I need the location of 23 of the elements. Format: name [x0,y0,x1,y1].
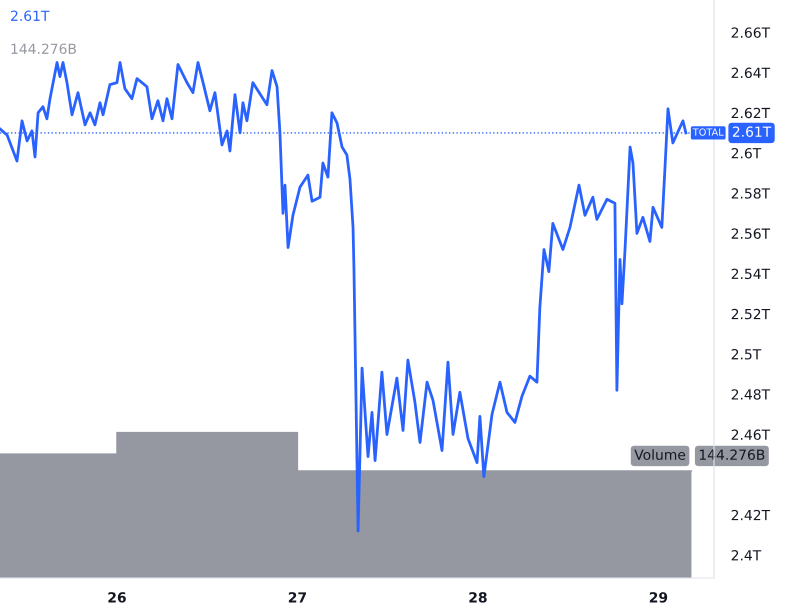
text: 2.61T [732,126,772,137]
line-series [0,61,688,532]
annotation: 144.276B [12,44,76,54]
y-tick-label: 2.54T [732,268,770,280]
y-tick-label: 2.52T [732,308,770,320]
series-label: Volume [634,449,686,460]
y-tick-label: 2.6T [732,148,762,158]
annotation: 2.61T [11,10,50,22]
y-tick-label: 2.4T [732,550,762,560]
x-tick-label: 29 [650,592,668,603]
y-tick-label: 2.66T [732,27,770,38]
y-tick-label: 2.46T [732,429,770,440]
y-tick-label: 2.64T [732,68,770,78]
y-tick-label: 2.58T [732,188,770,199]
x-tick-label: 26 [108,592,126,603]
y-tick-label: 2.42T [732,510,770,520]
y-tick-label: 2.5T [732,349,762,360]
x-tick-label: 28 [469,592,487,603]
y-tick-label: 2.56T [732,228,770,239]
y-tick-label: 2.48T [732,389,770,400]
y-tick-label: 2.62T [732,108,770,118]
ref-line-label: TOTAL [692,128,724,136]
x-tick-label: 27 [288,592,306,602]
